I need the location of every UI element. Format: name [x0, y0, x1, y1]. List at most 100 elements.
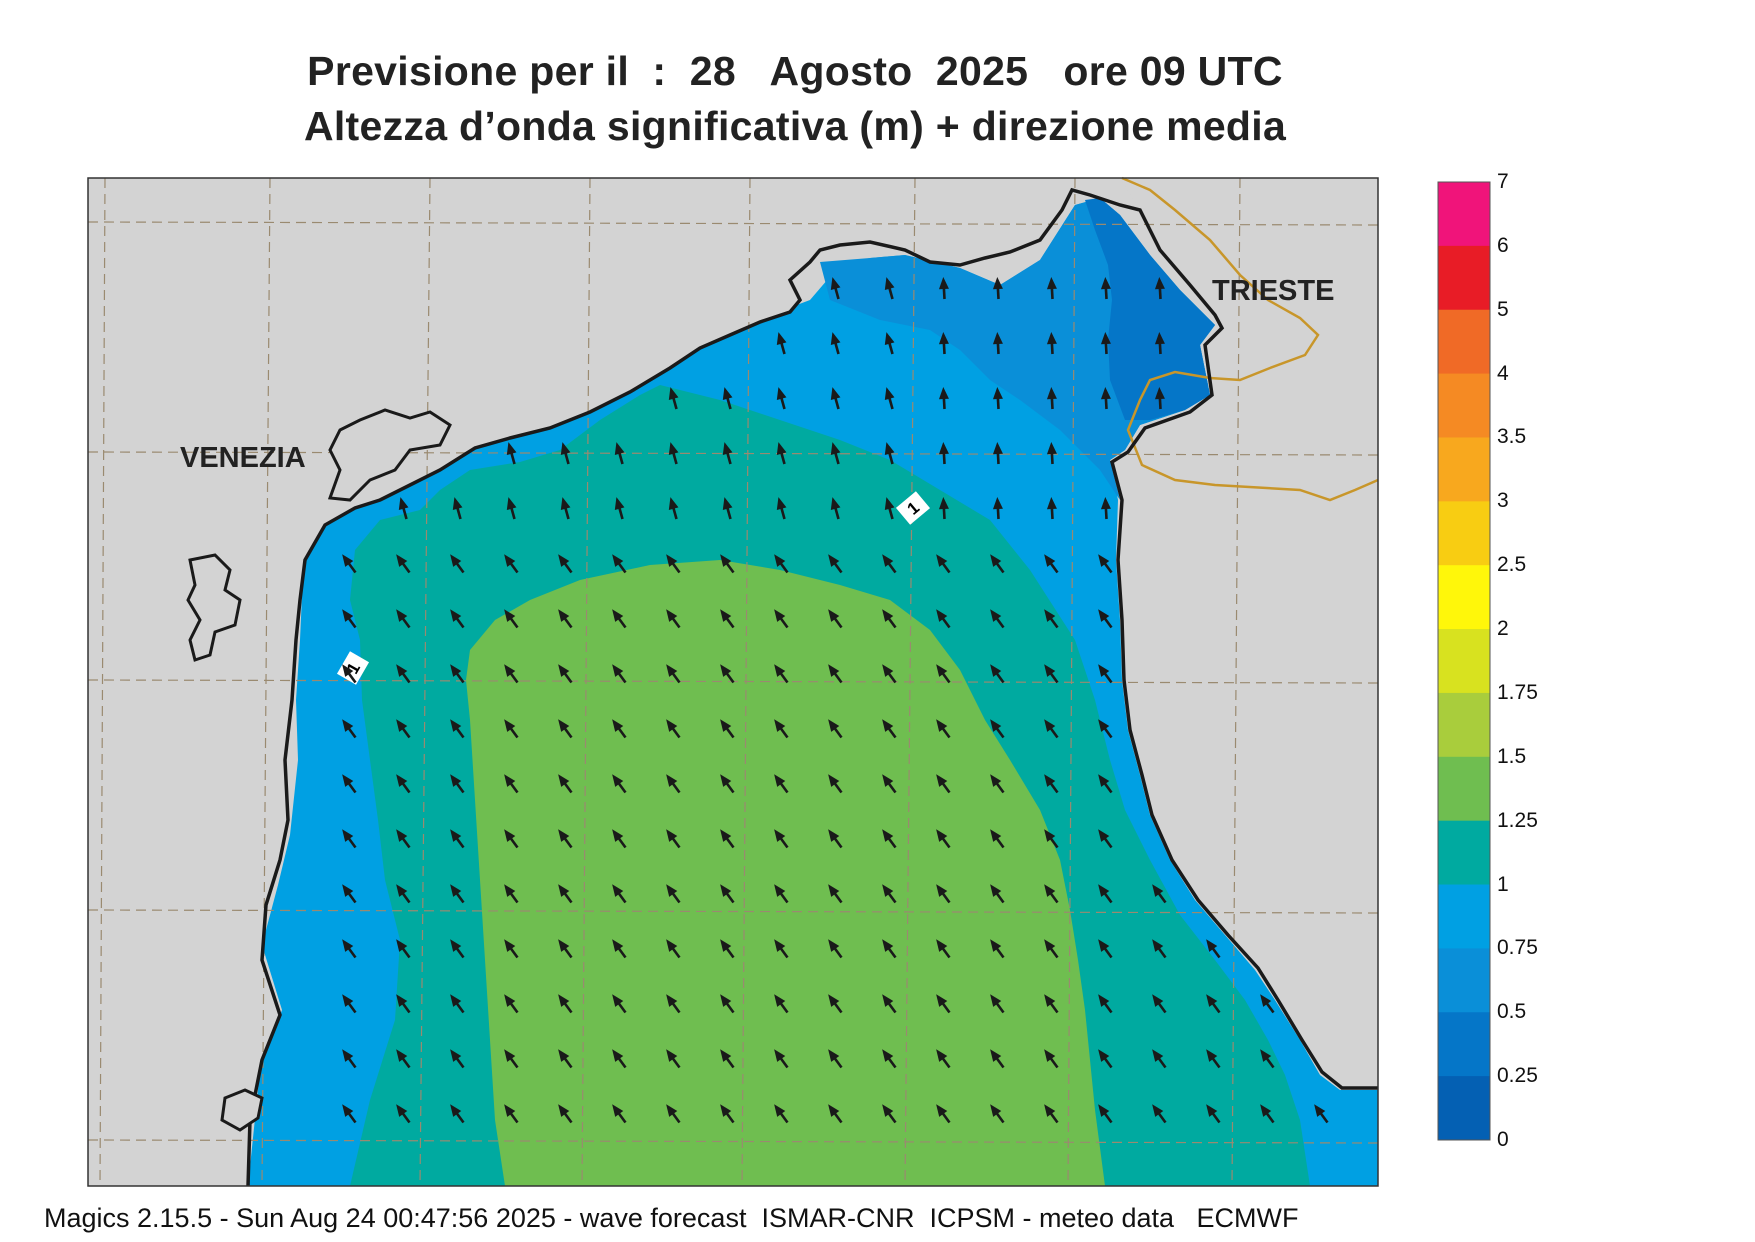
wave-arrow-head [396, 994, 408, 1007]
colorbar-frame [1437, 181, 1491, 1141]
wave-arrow-head [612, 719, 624, 732]
sea-band-1.25-1.5 [466, 560, 1105, 1186]
wave-arrow-head [938, 497, 949, 510]
wave-arrow-head [990, 1104, 1002, 1117]
wave-arrow-head [666, 994, 678, 1007]
wave-arrow-head [882, 554, 894, 567]
wave-arrow-head [1046, 497, 1057, 510]
wave-arrow-head [882, 994, 894, 1007]
wave-arrow-head [450, 994, 462, 1007]
wave-arrow-head [342, 774, 354, 787]
coastline [246, 187, 1378, 1187]
wave-arrow-head [884, 332, 895, 346]
wave-arrow-head [720, 774, 732, 787]
colorbar-swatch [1438, 437, 1490, 502]
wave-arrow-head [774, 939, 786, 952]
colorbar-tick-label: 0 [1497, 1128, 1509, 1151]
wave-arrow-head [666, 829, 678, 842]
colorbar-tick-label: 5 [1497, 297, 1509, 321]
wave-arrow-head [884, 277, 895, 291]
wave-arrow-head [396, 884, 408, 897]
wave-arrow-head [1152, 994, 1164, 1007]
wave-arrow-head [1152, 939, 1164, 952]
colorbar-tick-label: 0.5 [1497, 1000, 1527, 1024]
wave-arrow-head [936, 774, 948, 787]
wave-arrow-head [1098, 719, 1110, 732]
wave-arrow-head [990, 554, 1002, 567]
wave-arrow-head [776, 387, 787, 401]
wave-arrow-head [774, 554, 786, 567]
colorbar-tick-label: 1.5 [1497, 744, 1527, 768]
wave-arrow-head [612, 884, 624, 897]
wave-arrow-head [396, 939, 408, 952]
wave-arrow-head [504, 774, 516, 787]
wave-arrow-head [720, 1049, 732, 1062]
title-forecast-time: Previsione per il : 28 Agosto 2025 ore 0… [307, 48, 1283, 94]
colorbar-tick-label: 2.5 [1497, 553, 1527, 577]
colorbar-tick-label: 3 [1497, 489, 1509, 513]
wave-arrow-head [342, 994, 354, 1007]
colorbar-swatch [1438, 1012, 1490, 1077]
wave-arrow-head [666, 554, 678, 567]
colorbar-swatch [1438, 820, 1490, 886]
wave-arrow-head [992, 277, 1003, 290]
wave-arrow-head [720, 884, 732, 897]
wave-direction-arrows [342, 277, 1329, 1124]
wave-arrow-head [992, 387, 1003, 400]
wave-arrow-head [614, 497, 625, 511]
wave-arrow-head [936, 884, 948, 897]
wave-arrow-head [558, 1049, 570, 1062]
wave-arrow-head [1098, 554, 1110, 567]
colorbar-swatch [1438, 182, 1490, 247]
wave-arrow-head [1154, 277, 1165, 290]
wave-arrow-head [450, 664, 462, 677]
wave-arrow-head [558, 774, 570, 787]
wave-arrow-head [990, 719, 1002, 732]
wave-arrow-head [720, 719, 732, 732]
wave-arrow-head [1098, 829, 1110, 842]
title-variable: Altezza d’onda significativa (m) + direz… [303, 103, 1287, 149]
wave-arrow-head [396, 719, 408, 732]
wave-arrow-head [828, 1104, 840, 1117]
wave-arrow-head [1206, 994, 1218, 1007]
wave-arrow-head [504, 719, 516, 732]
wave-arrow-head [936, 609, 948, 622]
wave-arrow-head [992, 497, 1003, 510]
wave-arrow-head [830, 497, 841, 511]
wave-arrow-head [342, 609, 354, 622]
wave-arrow-head [1314, 1104, 1326, 1117]
wave-arrow-head [720, 994, 732, 1007]
wave-arrow-head [828, 884, 840, 897]
wave-arrow-head [560, 442, 571, 456]
wave-arrow-head [720, 1104, 732, 1117]
wave-arrow-head [612, 1104, 624, 1117]
wave-arrow-head [504, 829, 516, 842]
colorbar-swatch [1438, 245, 1490, 311]
wave-arrow-head [558, 1104, 570, 1117]
wave-arrow-head [612, 939, 624, 952]
wave-arrow-head [1152, 1104, 1164, 1117]
wave-arrow-head [1098, 939, 1110, 952]
wave-arrow-head [504, 939, 516, 952]
wave-arrow-head [774, 1049, 786, 1062]
wave-arrow-head [504, 884, 516, 897]
wave-arrow-head [774, 774, 786, 787]
wave-arrow-head [450, 554, 462, 567]
wave-arrow-head [990, 994, 1002, 1007]
wave-arrow-head [936, 939, 948, 952]
wave-arrow-head [882, 939, 894, 952]
wave-arrow-head [828, 664, 840, 677]
wave-arrow-head [992, 442, 1003, 455]
wave-arrow-head [1098, 1104, 1110, 1117]
wave-arrow-head [342, 939, 354, 952]
wave-arrow-head [882, 609, 894, 622]
colorbar-swatch [1438, 884, 1490, 949]
wave-arrow-head [774, 664, 786, 677]
wave-arrow-head [938, 387, 949, 400]
wave-arrow-head [1044, 829, 1056, 842]
colorbar-swatch [1438, 1076, 1490, 1141]
colorbar-tick-label: 1.75 [1497, 680, 1538, 704]
footer-credits: Magics 2.15.5 - Sun Aug 24 00:47:56 2025… [44, 1203, 1299, 1233]
wave-arrow-head [720, 554, 732, 567]
